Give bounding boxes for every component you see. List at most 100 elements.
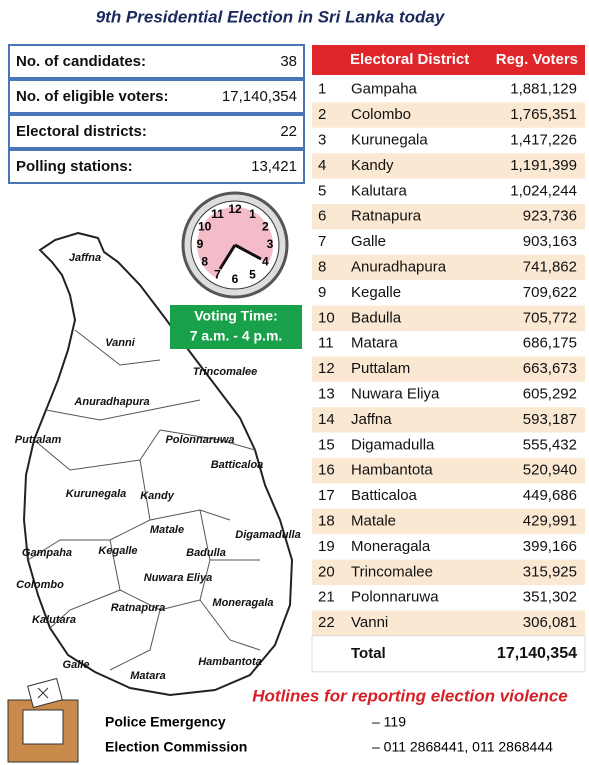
ballot-box-icon <box>7 677 79 763</box>
district: Moneragala <box>351 538 431 555</box>
total-row-bg <box>311 635 586 673</box>
table-row-bg <box>312 178 585 204</box>
map-label: Gampaha <box>22 547 72 559</box>
stat-value: 17,140,354 <box>222 88 297 105</box>
map-label: Galle <box>63 659 90 671</box>
district: Hambantota <box>351 462 433 479</box>
hotline-number: – 011 2868441, 011 2868444 <box>372 739 553 755</box>
table-row-bg <box>312 407 585 433</box>
row-number: 20 <box>318 563 335 580</box>
district: Polonnaruwa <box>351 589 439 606</box>
table-row-bg <box>312 585 585 611</box>
table-row-bg <box>312 204 585 230</box>
table-row-bg <box>312 102 585 128</box>
map-label: Kandy <box>140 490 175 502</box>
stat-row <box>8 79 305 114</box>
voters: 741,862 <box>523 258 577 275</box>
voters: 923,736 <box>523 208 577 225</box>
voters: 686,175 <box>523 335 577 352</box>
district: Kandy <box>351 157 394 174</box>
voters: 1,024,244 <box>510 182 577 199</box>
hotlines-title: Hotlines for reporting election violence <box>252 686 568 705</box>
district: Nuwara Eliya <box>351 385 440 402</box>
row-number: 16 <box>318 462 335 479</box>
clock-number: 10 <box>198 220 212 234</box>
map-label: Ratnapura <box>111 602 165 614</box>
voters: 449,686 <box>523 487 577 504</box>
clock-number: 9 <box>197 237 204 251</box>
stat-row <box>8 149 305 184</box>
row-number: 12 <box>318 360 335 377</box>
map-label: Kegalle <box>98 545 137 557</box>
clock-number: 12 <box>228 202 242 216</box>
clock-number: 8 <box>201 255 208 269</box>
district: Galle <box>351 233 386 250</box>
clock-number: 1 <box>249 207 256 221</box>
map-label: Moneragala <box>212 597 273 609</box>
row-number: 11 <box>318 335 334 352</box>
clock-number: 6 <box>232 272 239 286</box>
voters: 1,765,351 <box>510 106 577 123</box>
table-header: Electoral District <box>350 51 469 68</box>
voters: 306,081 <box>523 614 577 631</box>
voters: 520,940 <box>523 462 577 479</box>
stat-value: 38 <box>280 53 297 70</box>
table-row-bg <box>312 254 585 281</box>
table-header-bg <box>312 45 585 75</box>
row-number: 1 <box>318 81 326 98</box>
district: Kurunegala <box>351 131 428 148</box>
district: Kegalle <box>351 284 401 301</box>
table-row-bg <box>312 610 585 636</box>
stat-label: Electoral districts: <box>16 123 147 140</box>
voters: 709,622 <box>523 284 577 301</box>
map-label: Kalutara <box>32 614 76 626</box>
hotline-number: – 119 <box>372 714 406 730</box>
row-number: 18 <box>318 512 335 529</box>
district-borders <box>27 329 261 671</box>
voters: 605,292 <box>523 385 577 402</box>
map-label: Vanni <box>105 337 135 349</box>
map-label: Kurunegala <box>66 488 127 500</box>
row-number: 13 <box>318 385 335 402</box>
clock-number: 4 <box>262 255 269 269</box>
title: 9th Presidential Election in Sri Lanka t… <box>96 7 446 26</box>
district: Jaffna <box>351 411 392 428</box>
district: Digamadulla <box>351 436 435 453</box>
map-label: Matara <box>130 670 165 682</box>
clock-voting-sector <box>197 207 274 278</box>
voters: 399,166 <box>523 538 577 555</box>
voters: 593,187 <box>523 411 577 428</box>
voters: 705,772 <box>523 309 577 326</box>
table-row-bg <box>312 331 585 357</box>
table-row-bg <box>312 559 585 585</box>
clock-hand <box>234 243 262 261</box>
map-label: Puttalam <box>15 434 62 446</box>
district: Matale <box>351 512 396 529</box>
row-number: 2 <box>318 106 326 123</box>
voters: 351,302 <box>523 589 577 606</box>
voting-time-title: Voting Time: <box>194 308 277 324</box>
table-row-bg <box>312 483 585 509</box>
table-row-bg <box>312 381 585 408</box>
clock-number: 7 <box>214 267 221 281</box>
row-number: 8 <box>318 258 326 275</box>
table-row-bg <box>312 534 585 560</box>
voters: 429,991 <box>523 512 577 529</box>
district: Gampaha <box>351 81 418 98</box>
row-number: 22 <box>318 614 335 631</box>
map-label: Nuwara Eliya <box>144 572 212 584</box>
row-number: 15 <box>318 436 335 453</box>
clock-number: 2 <box>262 220 269 234</box>
map-label: Badulla <box>186 547 226 559</box>
clock-number: 3 <box>267 237 274 251</box>
voters: 1,191,399 <box>510 157 577 174</box>
map-label: Polonnaruwa <box>165 434 234 446</box>
voters: 663,673 <box>523 360 577 377</box>
district: Matara <box>351 335 398 352</box>
district: Anuradhapura <box>351 258 447 275</box>
voting-time: 7 a.m. - 4 p.m. <box>190 328 283 344</box>
row-number: 19 <box>318 538 335 555</box>
district: Batticaloa <box>351 487 418 504</box>
table-header: Reg. Voters <box>496 51 578 68</box>
table-row-bg <box>312 458 585 484</box>
